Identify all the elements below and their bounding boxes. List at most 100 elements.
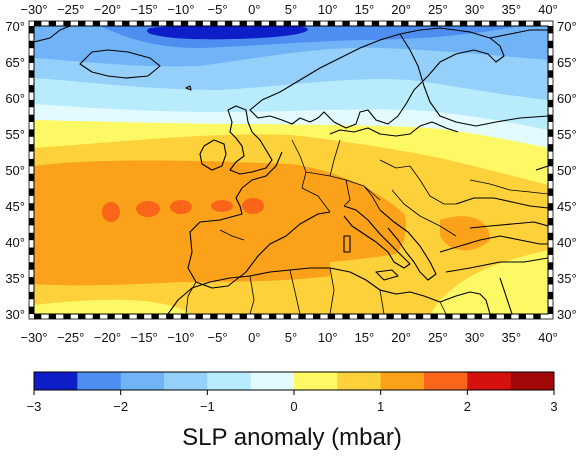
frame-segment	[474, 314, 482, 319]
frame-segment	[283, 21, 291, 26]
lat-tick-label: 65°	[557, 55, 577, 70]
frame-segment	[459, 314, 468, 319]
frame-segment	[548, 262, 553, 270]
frame-segment	[107, 21, 115, 26]
frame-segment	[548, 114, 553, 122]
frame-segment	[342, 314, 350, 319]
contour-level-0-0.5-south	[34, 299, 190, 314]
coast-faroe	[185, 85, 192, 91]
colorbar-title: SLP anomaly (mbar)	[182, 424, 402, 451]
colorbar-swatch	[164, 372, 208, 390]
contour-level-1-1.5	[34, 160, 406, 286]
frame-segment	[445, 21, 453, 26]
frame-segment	[29, 99, 34, 108]
lon-tick-label: 30°	[465, 2, 485, 17]
lon-tick-label: 35°	[501, 2, 521, 17]
frame-segment	[401, 314, 409, 319]
coast-sicily	[375, 269, 399, 281]
frame-segment	[29, 85, 34, 93]
lat-tick-label: 65°	[5, 55, 25, 70]
frame-segment	[180, 314, 189, 319]
lat-tick-label: 70°	[557, 19, 577, 34]
lon-tick-label: −30°	[20, 330, 47, 345]
frame-segment	[548, 277, 553, 285]
lon-tick-label: 20°	[391, 330, 411, 345]
frame-segment	[283, 314, 291, 319]
frame-segment	[415, 21, 424, 26]
lat-labels-left: 30° 35° 40° 45° 50° 55° 60° 65° 70°	[5, 19, 25, 322]
frame-segment	[489, 21, 497, 26]
frame-segment	[239, 314, 247, 319]
frame-segment	[548, 99, 553, 108]
frame-segment	[313, 21, 321, 26]
frame-segment	[210, 314, 218, 319]
frame-segment	[548, 26, 553, 34]
frame-segment	[371, 314, 380, 319]
colorbar-tick-label: 0	[290, 399, 297, 414]
slp-contour-field	[34, 26, 548, 314]
frame-segment	[430, 314, 438, 319]
lon-tick-label: −15°	[131, 2, 158, 17]
lon-tick-label: 40°	[538, 2, 558, 17]
coastlines	[34, 26, 548, 314]
frame-segment	[268, 21, 277, 26]
colorbar-swatch	[510, 372, 555, 390]
frame-segment	[357, 314, 365, 319]
lon-tick-label: −30°	[20, 2, 47, 17]
coast-italy	[343, 205, 411, 269]
coast-caspian-edge	[535, 165, 548, 171]
lon-tick-label: −10°	[167, 330, 194, 345]
frame-segment	[29, 173, 34, 182]
frame-segment	[357, 21, 365, 26]
colorbar-swatch	[337, 372, 382, 390]
frame-segment	[29, 277, 34, 285]
colorbar-swatch	[34, 372, 78, 390]
map-frame	[28, 20, 554, 320]
frame-segment	[34, 314, 42, 319]
lat-tick-label: 40°	[5, 235, 25, 250]
lat-tick-label: 30°	[557, 307, 577, 322]
frame-segment	[298, 21, 306, 26]
frame-segment	[268, 314, 277, 319]
lon-tick-label: −5°	[208, 330, 228, 345]
frame-segment	[327, 314, 336, 319]
frame-segment	[430, 21, 438, 26]
coast-turkey	[439, 235, 548, 273]
frame-segment	[518, 21, 526, 26]
frame-segment	[29, 129, 34, 137]
lon-tick-label: 10°	[318, 330, 338, 345]
frame-segment	[122, 314, 130, 319]
coast-iceland	[79, 49, 161, 79]
frame-segment	[371, 21, 380, 26]
checkered-border	[28, 20, 554, 320]
frame-segment	[29, 70, 34, 78]
colorbar-swatch	[77, 372, 122, 390]
colorbar-tick-label: 2	[464, 399, 471, 414]
frame-segment	[48, 314, 57, 319]
frame-segment	[415, 314, 424, 319]
frame-segment	[548, 40, 553, 49]
frame-segment	[29, 114, 34, 122]
lon-tick-label: −20°	[94, 330, 121, 345]
frame-segment	[548, 85, 553, 93]
lon-tick-label: 5°	[285, 2, 297, 17]
frame-segment	[151, 21, 159, 26]
frame-segment	[92, 314, 101, 319]
frame-segment	[29, 306, 34, 314]
contour-level-0-0.5-southeast	[430, 250, 548, 314]
frame-segment	[548, 291, 553, 300]
lon-tick-label: −5°	[208, 2, 228, 17]
colorbar-swatch	[424, 372, 468, 390]
frame-segment	[489, 314, 497, 319]
colorbar-ticks: −3 −2 −1 0 1 2 3	[27, 390, 558, 414]
frame-segment	[548, 158, 553, 167]
frame-segment	[548, 247, 553, 255]
frame-segment	[548, 129, 553, 137]
lat-tick-label: 50°	[5, 163, 25, 178]
colorbar-tick-label: −1	[200, 399, 215, 414]
frame-segment	[29, 40, 34, 49]
coast-black-sea	[455, 197, 548, 229]
lon-tick-label: 15°	[355, 2, 375, 17]
coast-sardinia	[343, 235, 351, 253]
